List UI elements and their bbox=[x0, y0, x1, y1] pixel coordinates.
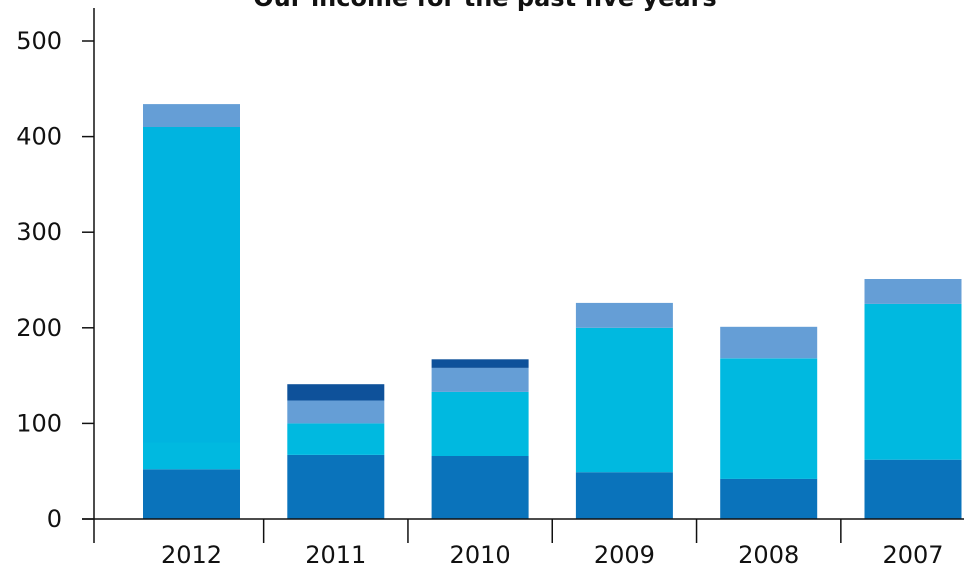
chart-title: Our income for the past five years bbox=[253, 0, 716, 12]
x-ticks-group: 2012 2011 2010 2009 2008 2007 bbox=[161, 519, 944, 568]
bar-segment-2011-1 bbox=[287, 454, 385, 519]
bar-segment-2009-2 bbox=[575, 327, 673, 473]
bar-segment-2007-1 bbox=[864, 459, 962, 519]
bar-segment-2008-2 bbox=[720, 358, 818, 479]
bar-segment-2008-4 bbox=[720, 326, 818, 359]
x-tick-label-2011: 2011 bbox=[305, 541, 366, 568]
bar-segment-2012-3 bbox=[143, 127, 240, 443]
bar-segment-2010-1 bbox=[431, 455, 529, 519]
axes-group bbox=[82, 8, 964, 543]
x-tick-label-2007: 2007 bbox=[882, 541, 943, 568]
y-tick-label: 0 bbox=[47, 505, 62, 533]
x-tick-label-2008: 2008 bbox=[738, 541, 799, 568]
y-tick-label: 300 bbox=[16, 218, 62, 246]
x-tick-label-2012: 2012 bbox=[161, 541, 222, 568]
bar-segment-2011-5 bbox=[287, 384, 385, 401]
y-tick-label: 500 bbox=[16, 27, 62, 55]
bars-group bbox=[143, 104, 962, 519]
bar-segment-2007-2 bbox=[864, 303, 962, 460]
bar-segment-2008-1 bbox=[720, 478, 818, 519]
bar-segment-2011-2 bbox=[287, 423, 385, 455]
bar-segment-2010-2 bbox=[431, 391, 529, 456]
x-tick-label-2010: 2010 bbox=[450, 541, 511, 568]
bar-segment-2012-4 bbox=[143, 104, 240, 127]
y-tick-label: 400 bbox=[16, 123, 62, 151]
bar-segment-2012-1 bbox=[143, 469, 240, 519]
y-tick-label: 200 bbox=[16, 314, 62, 342]
bar-segment-2011-4 bbox=[287, 400, 385, 424]
bar-segment-2007-4 bbox=[864, 279, 962, 304]
bar-segment-2012-2 bbox=[143, 442, 240, 470]
bar-segment-2010-4 bbox=[431, 368, 529, 392]
bar-segment-2010-5 bbox=[431, 359, 529, 368]
bar-segment-2009-1 bbox=[575, 472, 673, 519]
y-ticks-group: 0 100 200 300 400 500 bbox=[16, 27, 94, 533]
x-tick-label-2009: 2009 bbox=[594, 541, 655, 568]
y-tick-label: 100 bbox=[16, 409, 62, 437]
bar-segment-2009-4 bbox=[575, 302, 673, 328]
